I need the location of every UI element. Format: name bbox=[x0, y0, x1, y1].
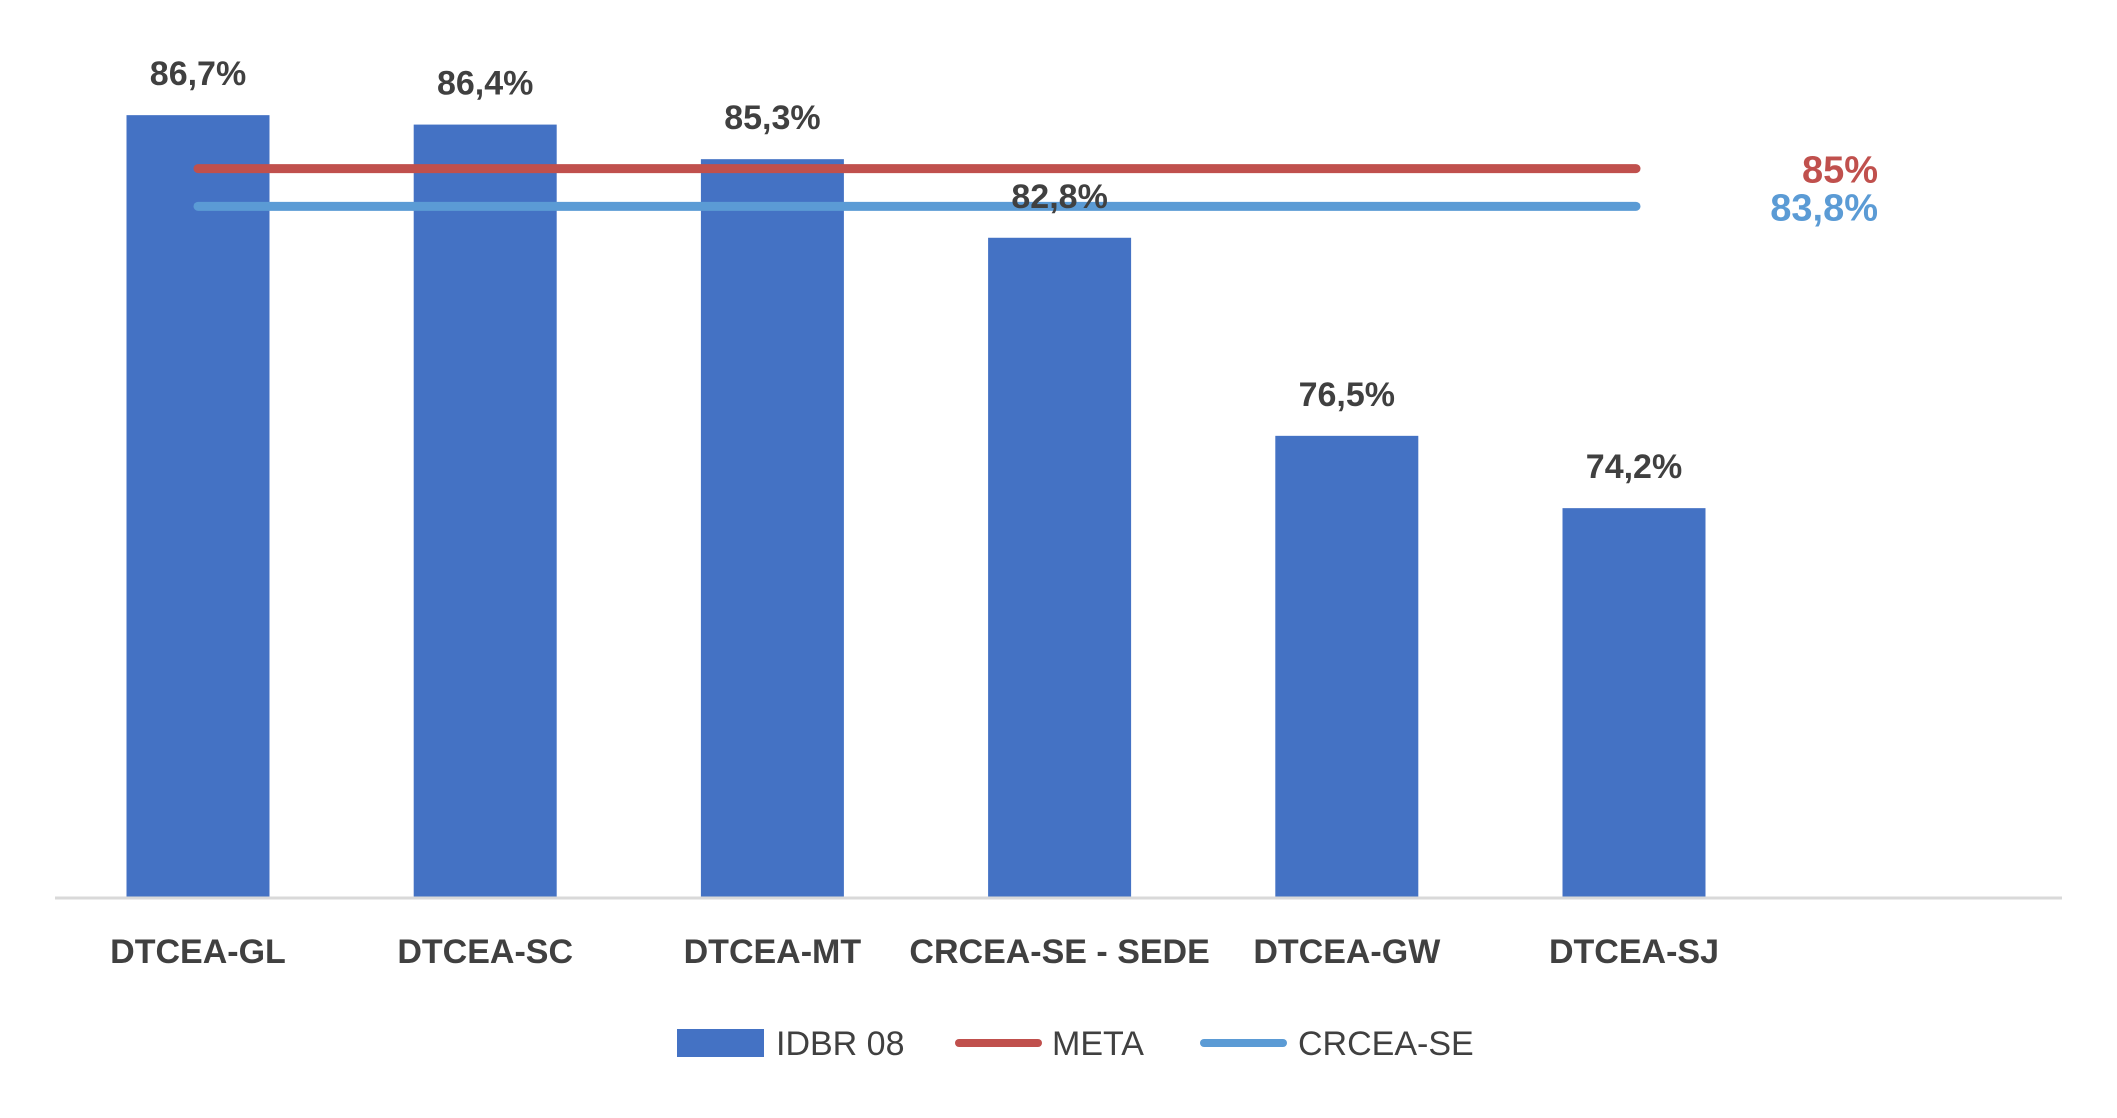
reference-line-labels-group: 85%83,8% bbox=[1770, 150, 1878, 230]
bar-value-label: 85,3% bbox=[724, 99, 820, 137]
bar-value-label: 86,4% bbox=[437, 65, 533, 103]
category-label: DTCEA-SJ bbox=[1549, 933, 1719, 971]
bars-group bbox=[126, 115, 1706, 899]
reference-line-label: 83,8% bbox=[1770, 187, 1878, 229]
legend-label: CRCEA-SE bbox=[1298, 1025, 1474, 1063]
bar-value-labels-group: 86,7% 86,4% 85,3% 82,8% 76,5% 74,2% bbox=[150, 55, 1682, 486]
category-label: CRCEA-SE - SEDE bbox=[909, 933, 1209, 971]
legend-label: META bbox=[1052, 1025, 1144, 1063]
reference-line-label: 85% bbox=[1802, 150, 1878, 192]
category-label: DTCEA-GL bbox=[110, 933, 286, 971]
legend-label: IDBR 08 bbox=[776, 1025, 905, 1063]
legend: IDBR 08 META CRCEA-SE bbox=[677, 1025, 1474, 1063]
legend-marker-bar bbox=[677, 1029, 764, 1057]
bar-dtcea-mt bbox=[700, 159, 844, 899]
bar-dtcea-sc bbox=[413, 124, 557, 898]
category-label: DTCEA-GW bbox=[1253, 933, 1441, 971]
bar-dtcea-gl bbox=[126, 115, 270, 899]
bar-dtcea-gw bbox=[1275, 435, 1419, 898]
category-label: DTCEA-SC bbox=[397, 933, 573, 971]
category-label: DTCEA-MT bbox=[684, 933, 862, 971]
bar-crcea-se-sede bbox=[988, 237, 1132, 898]
bar-value-label: 76,5% bbox=[1299, 376, 1395, 414]
bar-value-label: 82,8% bbox=[1011, 178, 1107, 216]
bar-value-label: 86,7% bbox=[150, 55, 246, 93]
bar-value-label: 74,2% bbox=[1586, 448, 1682, 486]
reference-lines-group bbox=[193, 164, 1641, 211]
bar-dtcea-sj bbox=[1562, 508, 1706, 898]
category-labels-group: DTCEA-GL DTCEA-SC DTCEA-MT CRCEA-SE - SEDE D… bbox=[110, 933, 1719, 971]
